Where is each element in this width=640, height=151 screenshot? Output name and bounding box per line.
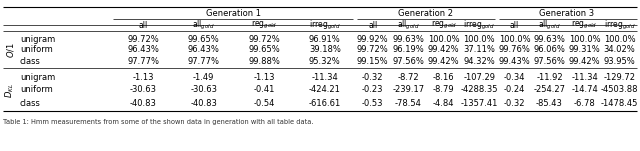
Text: 37.11%: 37.11% xyxy=(463,45,495,55)
Text: -254.27: -254.27 xyxy=(534,85,566,95)
Text: -78.54: -78.54 xyxy=(395,98,422,108)
Text: irreg$_\mathit{gold}$: irreg$_\mathit{gold}$ xyxy=(463,18,495,32)
Text: -6.78: -6.78 xyxy=(573,98,595,108)
Text: unigram: unigram xyxy=(20,34,55,43)
Text: 97.77%: 97.77% xyxy=(127,56,159,66)
Text: 99.42%: 99.42% xyxy=(428,45,460,55)
Text: -1.49: -1.49 xyxy=(193,72,214,82)
Text: all$_\mathit{gold}$: all$_\mathit{gold}$ xyxy=(193,18,215,32)
Text: -107.29: -107.29 xyxy=(463,72,495,82)
Text: all: all xyxy=(510,21,519,29)
Text: 99.72%: 99.72% xyxy=(127,34,159,43)
Text: 99.65%: 99.65% xyxy=(188,34,220,43)
Text: uniform: uniform xyxy=(20,45,52,55)
Text: -0.32: -0.32 xyxy=(504,98,525,108)
Text: all: all xyxy=(139,21,148,29)
Text: 99.63%: 99.63% xyxy=(392,34,424,43)
Text: -11.92: -11.92 xyxy=(536,72,563,82)
Text: irreg$_\mathit{gold}$: irreg$_\mathit{gold}$ xyxy=(309,18,340,32)
Text: unigram: unigram xyxy=(20,72,55,82)
Text: $\mathit{O/1}$: $\mathit{O/1}$ xyxy=(4,42,15,58)
Text: -616.61: -616.61 xyxy=(308,98,341,108)
Text: -4.84: -4.84 xyxy=(433,98,454,108)
Text: 99.63%: 99.63% xyxy=(534,34,565,43)
Text: 99.92%: 99.92% xyxy=(357,34,388,43)
Text: -8.79: -8.79 xyxy=(433,85,454,95)
Text: -11.34: -11.34 xyxy=(312,72,338,82)
Text: 100.0%: 100.0% xyxy=(604,34,636,43)
Text: 96.19%: 96.19% xyxy=(392,45,424,55)
Text: Generation 1: Generation 1 xyxy=(207,10,262,19)
Text: 100.0%: 100.0% xyxy=(569,34,600,43)
Text: 99.76%: 99.76% xyxy=(499,45,531,55)
Text: -1478.45: -1478.45 xyxy=(601,98,638,108)
Text: -0.34: -0.34 xyxy=(504,72,525,82)
Text: 99.42%: 99.42% xyxy=(428,56,460,66)
Text: 96.43%: 96.43% xyxy=(127,45,159,55)
Text: -85.43: -85.43 xyxy=(536,98,563,108)
Text: 99.88%: 99.88% xyxy=(248,56,280,66)
Text: uniform: uniform xyxy=(20,85,52,95)
Text: $D_{KL}$: $D_{KL}$ xyxy=(4,82,16,98)
Text: -1.13: -1.13 xyxy=(132,72,154,82)
Text: -8.72: -8.72 xyxy=(397,72,419,82)
Text: -0.54: -0.54 xyxy=(253,98,275,108)
Text: reg$_\mathit{gold}$: reg$_\mathit{gold}$ xyxy=(251,19,277,31)
Text: all$_\mathit{gold}$: all$_\mathit{gold}$ xyxy=(538,18,561,32)
Text: 94.32%: 94.32% xyxy=(463,56,495,66)
Text: -8.16: -8.16 xyxy=(433,72,454,82)
Text: 96.06%: 96.06% xyxy=(534,45,565,55)
Text: Generation 3: Generation 3 xyxy=(540,10,595,19)
Text: 96.43%: 96.43% xyxy=(188,45,220,55)
Text: 100.0%: 100.0% xyxy=(499,34,531,43)
Text: -0.32: -0.32 xyxy=(362,72,383,82)
Text: -0.24: -0.24 xyxy=(504,85,525,95)
Text: Generation 2: Generation 2 xyxy=(399,10,454,19)
Text: Table 1: Hmm measurements from some of the shown data in generation with all tab: Table 1: Hmm measurements from some of t… xyxy=(3,119,314,125)
Text: irreg$_\mathit{gold}$: irreg$_\mathit{gold}$ xyxy=(604,18,636,32)
Text: -4503.88: -4503.88 xyxy=(601,85,638,95)
Text: class: class xyxy=(20,98,41,108)
Text: 99.31%: 99.31% xyxy=(568,45,600,55)
Text: -30.63: -30.63 xyxy=(130,85,157,95)
Text: -14.74: -14.74 xyxy=(571,85,598,95)
Text: class: class xyxy=(20,56,41,66)
Text: -11.34: -11.34 xyxy=(571,72,598,82)
Text: 99.72%: 99.72% xyxy=(357,45,388,55)
Text: -1357.41: -1357.41 xyxy=(461,98,498,108)
Text: 100.0%: 100.0% xyxy=(428,34,460,43)
Text: -4288.35: -4288.35 xyxy=(461,85,498,95)
Text: -0.53: -0.53 xyxy=(362,98,383,108)
Text: 100.0%: 100.0% xyxy=(463,34,495,43)
Text: 99.65%: 99.65% xyxy=(248,45,280,55)
Text: 97.56%: 97.56% xyxy=(534,56,565,66)
Text: -40.83: -40.83 xyxy=(130,98,157,108)
Text: 96.91%: 96.91% xyxy=(309,34,340,43)
Text: -0.23: -0.23 xyxy=(362,85,383,95)
Text: -129.72: -129.72 xyxy=(604,72,636,82)
Text: -424.21: -424.21 xyxy=(309,85,340,95)
Text: reg$_\mathit{gold}$: reg$_\mathit{gold}$ xyxy=(431,19,457,31)
Text: 97.56%: 97.56% xyxy=(392,56,424,66)
Text: all: all xyxy=(368,21,378,29)
Text: -1.13: -1.13 xyxy=(253,72,275,82)
Text: 99.42%: 99.42% xyxy=(569,56,600,66)
Text: 95.32%: 95.32% xyxy=(309,56,340,66)
Text: -30.63: -30.63 xyxy=(190,85,217,95)
Text: -40.83: -40.83 xyxy=(190,98,217,108)
Text: -239.17: -239.17 xyxy=(392,85,424,95)
Text: 99.43%: 99.43% xyxy=(499,56,531,66)
Text: 34.02%: 34.02% xyxy=(604,45,636,55)
Text: 93.95%: 93.95% xyxy=(604,56,636,66)
Text: -0.41: -0.41 xyxy=(253,85,275,95)
Text: 39.18%: 39.18% xyxy=(309,45,340,55)
Text: 99.72%: 99.72% xyxy=(248,34,280,43)
Text: reg$_\mathit{gold}$: reg$_\mathit{gold}$ xyxy=(572,19,598,31)
Text: 97.77%: 97.77% xyxy=(188,56,220,66)
Text: 99.15%: 99.15% xyxy=(357,56,388,66)
Text: all$_\mathit{gold}$: all$_\mathit{gold}$ xyxy=(397,18,420,32)
